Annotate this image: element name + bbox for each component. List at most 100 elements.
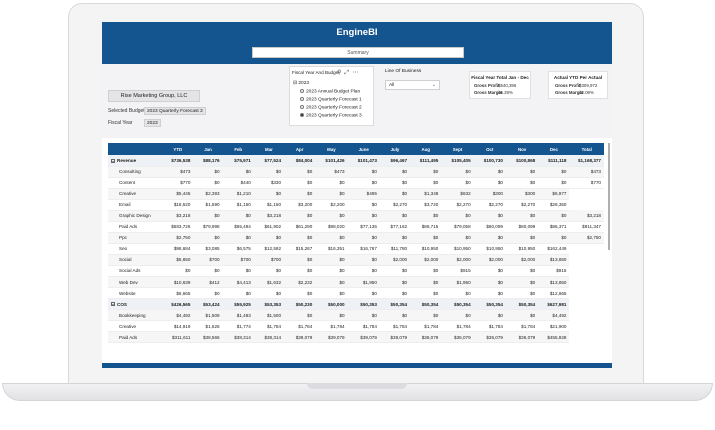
table-scrollbar[interactable] — [608, 143, 610, 250]
slicer-title: Fiscal Year And Budget — [292, 70, 340, 75]
table-cell: $495 — [347, 188, 380, 200]
column-header[interactable]: June — [347, 143, 380, 155]
table-cell: $0 — [441, 287, 474, 300]
report-header: EngineBI Summary — [102, 22, 612, 64]
table-cell: $1,150 — [222, 199, 254, 211]
column-header[interactable] — [108, 143, 163, 155]
table-cell: $1,784 — [284, 320, 316, 333]
table-cell: $700 — [193, 254, 223, 266]
column-header[interactable]: YTD — [162, 143, 194, 155]
report-footer-bar — [102, 363, 612, 368]
table-row: Social Ads $0 $0 $0 $0 $0 $0 $0 $0 $0 $915 $0 $0 $915 — [108, 265, 604, 278]
table-cell: $0 — [347, 232, 380, 244]
laptop-notch — [307, 383, 407, 389]
summary-tab[interactable]: Summary — [252, 47, 464, 58]
table-cell: $28,350 — [538, 199, 570, 211]
table-cell: $0 — [410, 210, 442, 222]
table-cell: $12,665 — [538, 287, 570, 300]
table-cell: $36,079 — [505, 331, 539, 344]
table-cell: $915 — [538, 265, 570, 278]
table-cell: $0 — [538, 210, 570, 222]
table-cell: $911,347 — [569, 221, 604, 233]
table-cell: $0 — [441, 177, 474, 189]
table-cell: $0 — [253, 287, 285, 300]
row-label-text: Graphic Design — [119, 213, 151, 219]
table-cell: $0 — [315, 177, 348, 189]
column-header[interactable]: Sept — [441, 143, 474, 155]
table-cell: $101,473 — [347, 155, 380, 167]
radio-icon[interactable] — [300, 97, 304, 101]
table-cell: $0 — [284, 254, 316, 266]
fiscal-year-value: 2023 — [144, 119, 161, 127]
table-cell: $61,290 — [284, 221, 316, 233]
more-options-icon[interactable]: ⋯ — [352, 70, 362, 76]
table-cell: $0 — [284, 265, 316, 278]
table-cell: $0 — [441, 210, 474, 222]
column-header[interactable]: Jan — [193, 143, 223, 155]
column-header[interactable]: Mar — [253, 143, 285, 155]
table-cell: $50,353 — [347, 298, 380, 311]
table-row: Seo $98,684 $3,085 $6,575 $12,592 $15,267 $16,… — [108, 243, 604, 255]
table-cell: $0 — [222, 287, 254, 300]
table-cell: $736,538 — [162, 155, 194, 167]
row-label: Website — [108, 287, 163, 300]
table-cell: $111,118 — [538, 155, 570, 167]
table-row: Bookkeeping $4,492 $1,509 $1,483 $1,500 $0 $0 $… — [108, 309, 604, 322]
table-cell: $2,200 — [315, 199, 348, 211]
table-cell: $75,971 — [222, 155, 254, 167]
column-header[interactable]: Nov — [505, 143, 539, 155]
slicer-option[interactable]: 2023 Annual Budget Plan — [300, 89, 360, 94]
table-cell: $4,492 — [538, 309, 570, 322]
filter-icon[interactable]: ⚲ — [337, 70, 345, 76]
column-header[interactable]: July — [379, 143, 411, 155]
table-cell: $39,079 — [284, 331, 316, 344]
table-cell: $0 — [284, 188, 316, 200]
table-cell: $50,000 — [315, 298, 348, 311]
table-cell: $1,590 — [193, 199, 223, 211]
table-cell: $3,720 — [410, 199, 442, 211]
row-label: Seo — [108, 243, 163, 255]
table-cell: $0 — [284, 309, 316, 322]
slicer-year-node[interactable]: ⊟ 2023 — [293, 81, 310, 86]
slicer-option[interactable]: 2023 Quarterly Forecast 1 — [300, 97, 362, 102]
fiscal-gross-profit: Gross Profit$540,396 — [474, 83, 517, 88]
row-label: Paid Ads — [108, 331, 163, 344]
lob-dropdown[interactable]: All ⌄ — [385, 80, 440, 90]
row-label: − Revenue — [108, 155, 163, 167]
column-header[interactable]: Feb — [222, 143, 254, 155]
table-cell: $2,750 — [569, 232, 604, 244]
table-cell: $80,099 — [473, 221, 506, 233]
table-cell: $1,483 — [222, 309, 254, 322]
column-header[interactable]: Aug — [410, 143, 442, 155]
radio-icon[interactable] — [300, 113, 304, 117]
expand-icon[interactable]: − — [111, 158, 115, 164]
column-header[interactable]: Oct — [473, 143, 506, 155]
expand-icon[interactable]: ⊟ — [293, 81, 298, 86]
table-cell: $0 — [347, 177, 380, 189]
column-header[interactable]: May — [315, 143, 348, 155]
row-label-text: Consulting — [119, 169, 141, 175]
slicer-option[interactable]: 2023 Quarterly Forecast 2 — [300, 105, 362, 110]
table-cell: $50,354 — [441, 298, 474, 311]
focus-mode-icon[interactable]: ⤢ — [344, 70, 353, 76]
row-label-text: Creative — [119, 323, 137, 329]
table-cell: $10,639 — [162, 276, 194, 289]
table-row: Email $18,520 $1,590 $1,150 $1,150 $3,200 $2,2… — [108, 199, 604, 211]
column-header[interactable]: Dec — [538, 143, 570, 155]
slicer-option[interactable]: 2023 Quarterly Forecast 3 — [300, 113, 362, 118]
row-label-text: Ppc — [119, 235, 127, 241]
radio-icon[interactable] — [300, 105, 304, 109]
table-row: Consulting $473 $0 $0 $0 $0 $473 $0 $0 $0 $0 $0 $0 $0… — [108, 166, 604, 178]
table-cell: $0 — [284, 287, 316, 300]
table-cell: $11,780 — [379, 243, 411, 255]
table-cell: $455,928 — [538, 331, 570, 344]
expand-icon[interactable]: − — [111, 302, 115, 308]
table-cell: $0 — [347, 199, 380, 211]
table-cell: $79,058 — [441, 221, 474, 233]
radio-icon[interactable] — [300, 89, 304, 93]
table-cell: $0 — [379, 177, 411, 189]
column-header[interactable]: Apr — [284, 143, 316, 155]
column-header[interactable]: Total — [569, 143, 604, 155]
table-cell: $0 — [193, 287, 223, 300]
table-cell: $583,726 — [162, 221, 194, 233]
